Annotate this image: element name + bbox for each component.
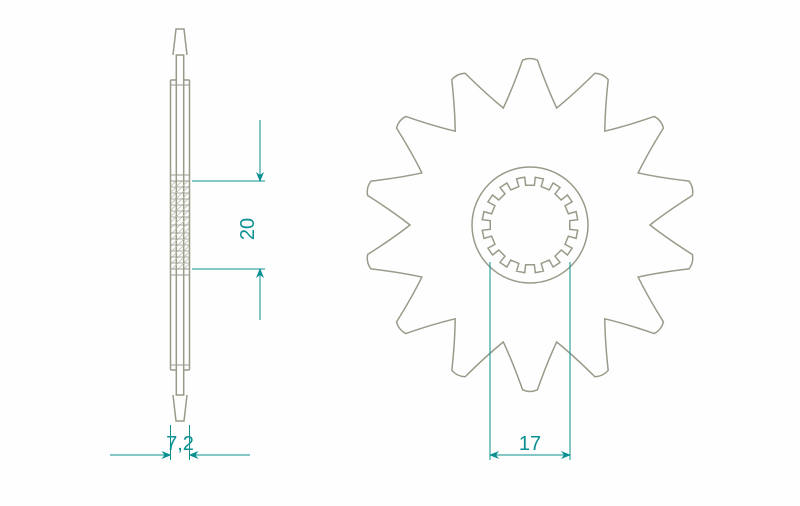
side-view xyxy=(171,29,190,421)
dim-side-spline: 20 xyxy=(192,120,265,320)
technical-drawing: 7,2 20 17 xyxy=(0,0,800,506)
front-view-sprocket xyxy=(367,59,692,392)
dim-front-spline: 17 xyxy=(490,262,570,460)
dim-front-spline-value: 17 xyxy=(519,433,541,455)
dim-side-spline-value: 20 xyxy=(237,218,259,240)
dim-side-width-value: 7,2 xyxy=(166,433,194,455)
dim-side-width: 7,2 xyxy=(110,425,250,460)
dimensions: 7,2 20 17 xyxy=(110,120,570,460)
